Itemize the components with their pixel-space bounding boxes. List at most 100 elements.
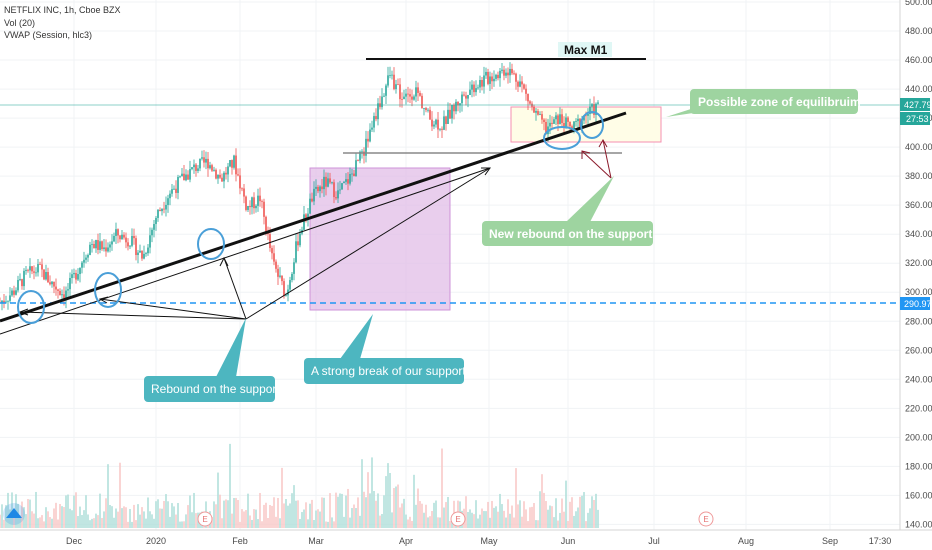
volume-bar	[7, 492, 9, 528]
candle-body	[133, 235, 135, 239]
volume-bar	[0, 514, 1, 528]
volume-bar	[589, 508, 591, 528]
volume-bar	[593, 500, 595, 528]
volume-bar	[187, 505, 189, 528]
candle-body	[587, 113, 589, 116]
candle-body	[255, 205, 257, 209]
volume-bar	[193, 492, 195, 528]
candle-body	[95, 240, 97, 249]
earnings-marker[interactable]	[197, 511, 213, 527]
candle-body	[11, 290, 13, 296]
candle-body	[47, 272, 49, 283]
volume-bar	[433, 502, 435, 528]
candle-body	[13, 290, 15, 295]
candle-body	[461, 94, 463, 104]
volume-bar	[107, 464, 109, 528]
candle-body	[139, 250, 141, 253]
volume-bar	[317, 509, 319, 528]
volume-bar	[23, 507, 25, 528]
y-tick-label: 440.00	[905, 84, 932, 94]
candle-body	[119, 235, 121, 240]
candle-body	[83, 259, 85, 263]
candle-body	[289, 280, 291, 290]
candle-body	[389, 75, 391, 76]
volume-bar	[3, 519, 5, 528]
candle-body	[519, 81, 521, 87]
candle-body	[299, 233, 301, 246]
candle-body	[371, 127, 373, 130]
volume-bar	[443, 507, 445, 528]
volume-bar	[475, 500, 477, 528]
candle-body	[415, 87, 417, 97]
candle-body	[71, 274, 73, 278]
candle-body	[323, 176, 325, 190]
main-trendline	[0, 111, 627, 323]
y-tick-label: 220.00	[905, 403, 932, 413]
volume-bar	[97, 515, 99, 528]
volume-bar	[353, 504, 355, 528]
volume-bar	[415, 504, 417, 528]
volume-bar	[427, 517, 429, 528]
volume-bar	[479, 514, 481, 528]
candle-body	[537, 111, 539, 115]
earnings-marker[interactable]	[450, 511, 466, 527]
candle-body	[55, 286, 57, 290]
candle-body	[355, 160, 357, 177]
volume-bar	[483, 511, 485, 528]
volume-bar	[595, 493, 597, 528]
candle-body	[53, 281, 55, 287]
candle-body	[73, 272, 75, 275]
volume-bar	[105, 498, 107, 528]
y-tick-label: 240.00	[905, 374, 932, 384]
volume-bar	[215, 504, 217, 528]
candle-body	[401, 99, 403, 100]
volume-bar	[261, 521, 263, 528]
volume-bar	[277, 497, 279, 528]
x-tick-label: Mar	[308, 536, 324, 546]
volume-bar	[235, 497, 237, 528]
volume-bar	[25, 514, 27, 528]
candle-body	[483, 75, 485, 87]
candle-body	[159, 209, 161, 212]
volume-bar	[91, 518, 93, 528]
candle-body	[451, 104, 453, 119]
volume-bar	[313, 519, 315, 528]
candle-body	[459, 103, 461, 106]
candle-body	[465, 95, 467, 99]
volume-bar	[301, 512, 303, 528]
candle-body	[249, 205, 251, 208]
candle-body	[35, 272, 37, 274]
candle-body	[595, 103, 597, 115]
volume-bar	[357, 497, 359, 528]
candle-body	[535, 111, 537, 113]
x-tick-label: Aug	[738, 536, 754, 546]
volume-bar	[403, 498, 405, 528]
x-tick-label: Dec	[66, 536, 83, 546]
candle-body	[21, 279, 23, 287]
candle-body	[589, 106, 591, 114]
volume-bar	[217, 472, 219, 528]
volume-bar	[81, 515, 83, 528]
volume-bar	[155, 501, 157, 528]
candle-body	[561, 114, 563, 124]
candle-body	[27, 269, 29, 271]
candle-body	[209, 165, 211, 169]
volume-bar	[157, 499, 159, 528]
volume-bar	[569, 501, 571, 528]
volume-bar	[497, 511, 499, 528]
volume-bar	[377, 493, 379, 528]
volume-bar	[597, 509, 599, 528]
volume-bar	[159, 508, 161, 528]
volume-bar	[31, 511, 33, 528]
earnings-marker[interactable]	[698, 511, 714, 527]
volume-bar	[195, 513, 197, 528]
volume-bar	[489, 517, 491, 528]
volume-bar	[319, 511, 321, 528]
volume-bar	[399, 507, 401, 528]
volume-bar	[183, 521, 185, 528]
candle-body	[277, 268, 279, 277]
candle-body	[131, 235, 133, 246]
candle-body	[527, 93, 529, 102]
